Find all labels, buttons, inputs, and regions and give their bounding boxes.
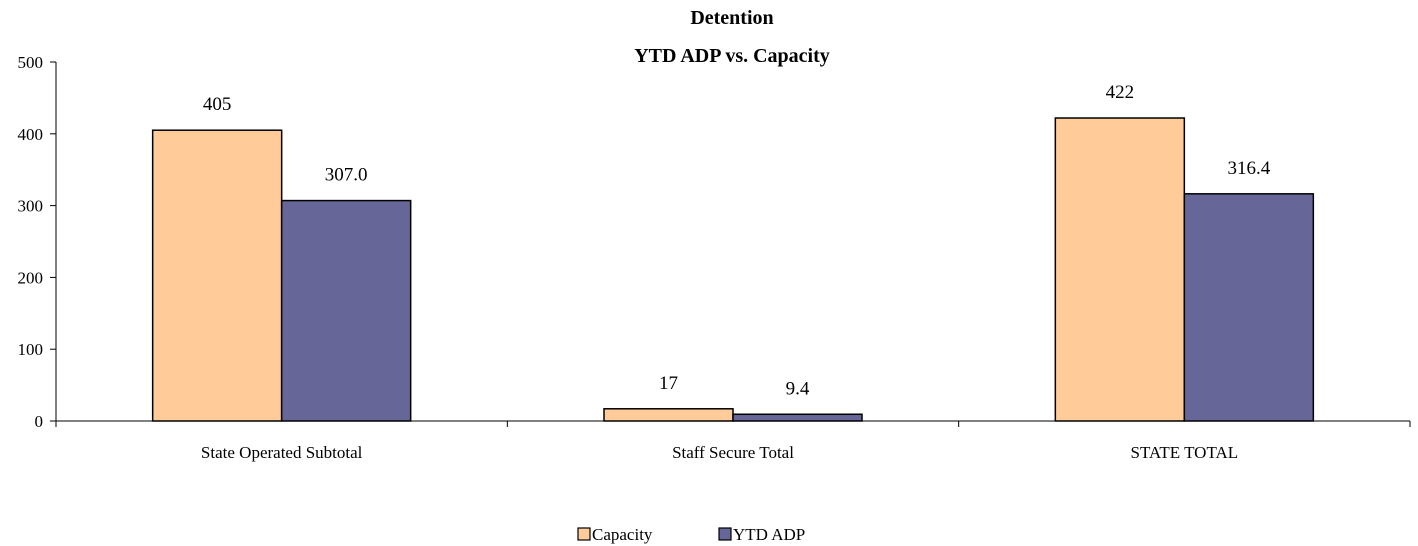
bar [732, 413, 863, 422]
chart-subtitle: YTD ADP vs. Capacity [634, 45, 830, 67]
data-label: 316.4 [1227, 158, 1270, 179]
legend-swatch [718, 527, 732, 541]
data-labels: 405 307.0 17 9.4 422 316.4 [203, 82, 1271, 399]
legend: Capacity YTD ADP [577, 525, 805, 544]
data-label: 17 [659, 373, 678, 394]
chart-title: Detention [690, 7, 773, 29]
y-tick-label: 300 [18, 197, 44, 216]
x-category-label: Staff Secure Total [672, 443, 794, 462]
x-axis: State Operated Subtotal Staff Secure Tota… [55, 420, 1411, 462]
data-label: 9.4 [786, 378, 810, 399]
data-label: 405 [203, 94, 232, 115]
data-label: 422 [1106, 82, 1135, 103]
bars [151, 117, 1315, 422]
y-tick-label: 100 [18, 340, 44, 359]
legend-swatch [577, 527, 591, 541]
legend-label: YTD ADP [733, 525, 805, 544]
y-tick-label: 400 [18, 125, 44, 144]
bar [1183, 193, 1315, 422]
data-label: 307.0 [325, 165, 368, 186]
x-category-label: STATE TOTAL [1131, 443, 1239, 462]
x-category-label: State Operated Subtotal [201, 443, 363, 462]
bar [603, 408, 734, 422]
bar [1054, 117, 1186, 422]
y-tick-label: 500 [18, 53, 44, 72]
bar [280, 199, 412, 422]
legend-label: Capacity [592, 525, 653, 544]
y-axis: 0 100 200 300 400 500 [18, 53, 57, 431]
y-tick-label: 200 [18, 268, 44, 287]
bar [151, 129, 283, 422]
y-tick-label: 0 [35, 412, 44, 431]
